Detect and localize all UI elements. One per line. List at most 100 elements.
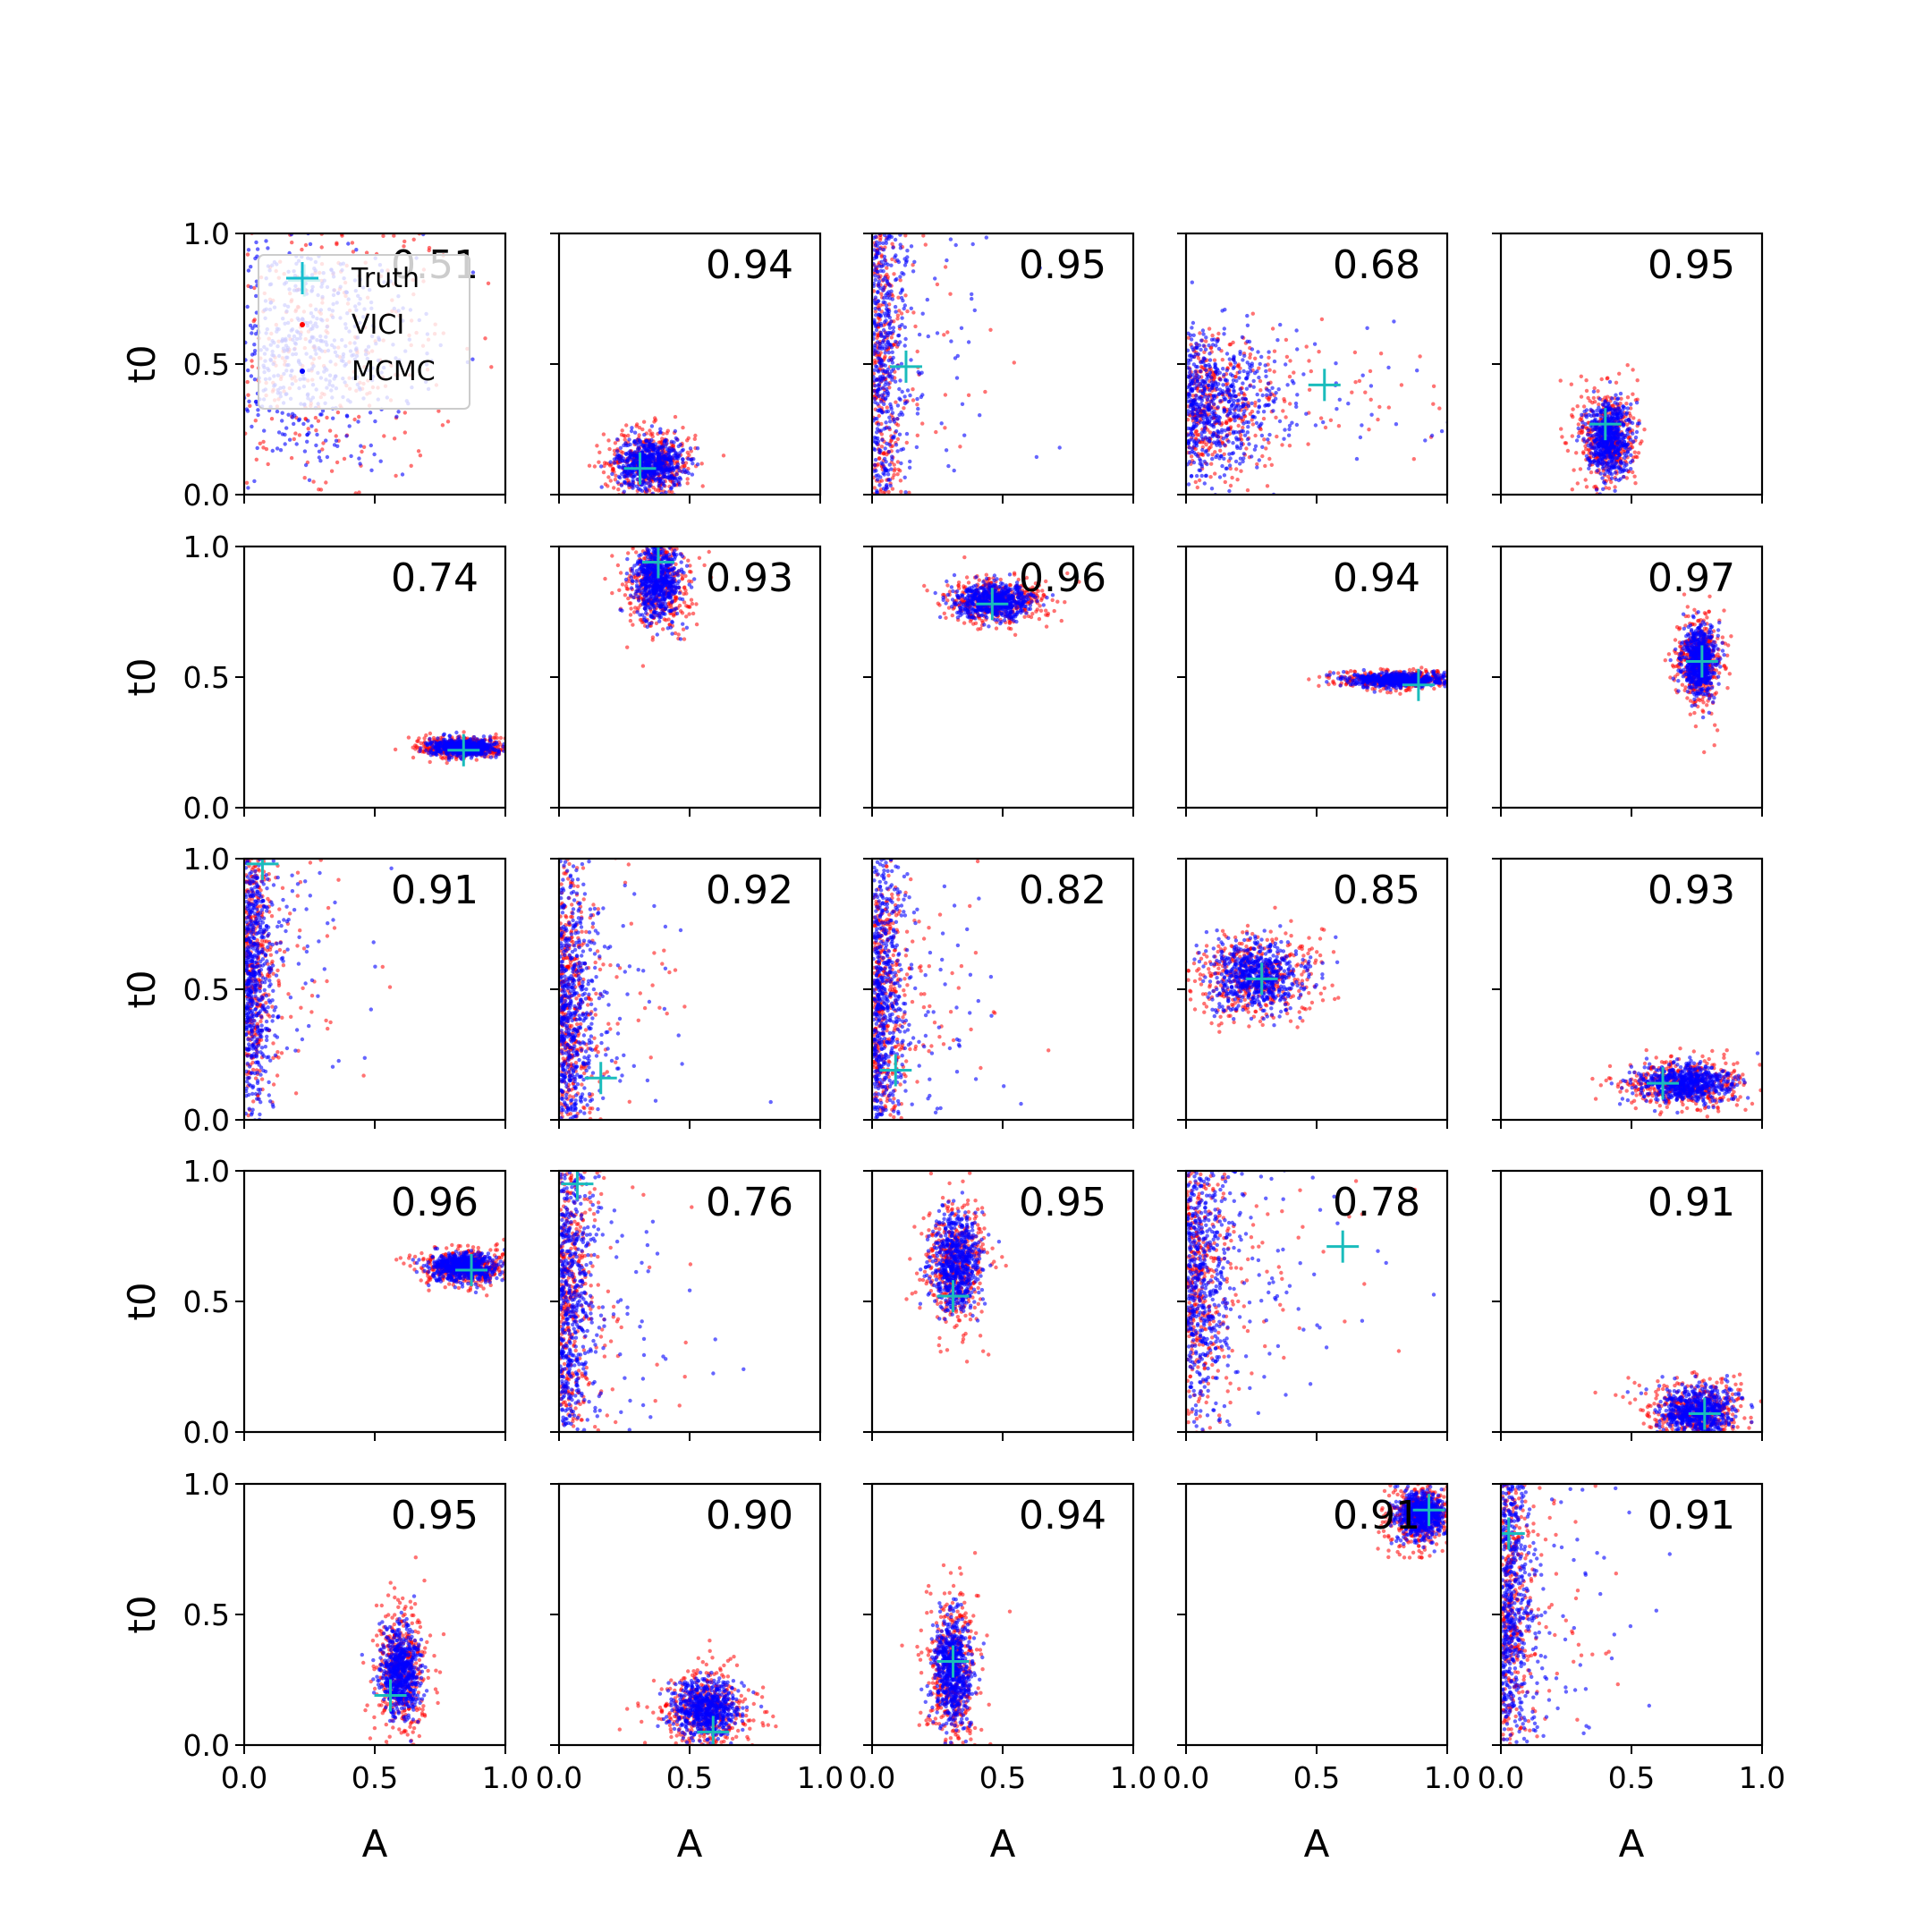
mcmc-sample-point (889, 331, 894, 335)
mcmc-sample-point (873, 457, 878, 462)
mcmc-sample-point (1263, 363, 1267, 368)
mcmc-sample-point (1201, 416, 1206, 421)
vici-sample-point (620, 428, 624, 433)
vici-sample-point (1636, 451, 1641, 455)
mcmc-sample-point (900, 412, 905, 417)
mcmc-sample-point (1415, 369, 1419, 373)
mcmc-sample-point (677, 469, 682, 473)
vici-sample-point (1253, 403, 1258, 408)
vici-sample-point (329, 469, 335, 473)
mcmc-sample-point (880, 411, 885, 415)
vici-sample-point (624, 423, 629, 428)
vici-sample-point (877, 456, 882, 461)
mcmc-sample-point (691, 457, 696, 462)
vici-sample-point (879, 292, 884, 296)
vici-sample-point (360, 449, 364, 454)
mcmc-sample-point (294, 442, 299, 446)
mcmc-sample-point (1225, 387, 1230, 393)
vici-sample-point (1261, 416, 1267, 421)
mcmc-sample-point (884, 420, 888, 425)
vici-sample-point (682, 464, 687, 469)
mcmc-sample-point (881, 277, 886, 282)
scatter-points (1558, 363, 1647, 495)
mcmc-sample-point (1231, 441, 1235, 445)
mcmc-sample-point (1233, 360, 1238, 365)
mcmc-sample-point (891, 326, 896, 330)
mcmc-sample-point (1304, 411, 1309, 416)
vici-sample-point (886, 489, 891, 495)
vici-sample-point (613, 478, 618, 482)
mcmc-sample-point (873, 343, 877, 348)
mcmc-sample-point (898, 275, 902, 279)
mcmc-sample-point (894, 309, 898, 314)
vici-sample-point (1570, 487, 1575, 492)
mcmc-sample-point (954, 376, 960, 380)
mcmc-sample-point (245, 409, 250, 413)
vici-sample-point (1570, 434, 1575, 438)
mcmc-sample-point (876, 290, 880, 294)
vici-sample-point (610, 469, 614, 473)
vici-sample-point (692, 436, 697, 441)
mcmc-sample-point (874, 327, 879, 333)
mcmc-sample-point (1274, 391, 1278, 395)
mcmc-sample-point (1190, 437, 1194, 442)
vici-sample-point (877, 413, 881, 419)
vici-sample-point (626, 433, 631, 438)
mcmc-sample-point (249, 374, 254, 378)
vici-sample-point (648, 428, 652, 433)
mcmc-sample-point (1190, 354, 1195, 360)
y-tick-label: 0.5 (183, 347, 230, 382)
mcmc-sample-point (280, 432, 285, 436)
vici-sample-point (1399, 383, 1404, 387)
mcmc-sample-point (1191, 450, 1197, 455)
mcmc-sample-point (1195, 453, 1200, 458)
mcmc-sample-point (915, 396, 919, 402)
mcmc-sample-point (284, 426, 289, 430)
vici-sample-point (1631, 368, 1635, 372)
mcmc-sample-point (1205, 377, 1209, 381)
mcmc-sample-point (1201, 428, 1206, 433)
vici-sample-point (1336, 424, 1342, 428)
mcmc-sample-point (884, 241, 888, 245)
vici-sample-point (1635, 378, 1640, 383)
vici-sample-point (1575, 404, 1580, 409)
mcmc-sample-point (892, 417, 896, 421)
mcmc-sample-point (877, 307, 882, 312)
mcmc-sample-point (944, 448, 949, 453)
mcmc-sample-point (972, 308, 978, 313)
mcmc-sample-point (1223, 443, 1227, 447)
mcmc-sample-point (625, 458, 630, 462)
mcmc-sample-point (1249, 369, 1253, 374)
mcmc-sample-point (617, 475, 623, 480)
mcmc-sample-point (1634, 429, 1640, 435)
mcmc-sample-point (899, 295, 904, 301)
mcmc-sample-point (984, 235, 989, 240)
vici-sample-point (1199, 452, 1205, 456)
vici-sample-point (895, 423, 901, 428)
vici-sample-point (1241, 425, 1245, 430)
vici-sample-point (1377, 404, 1382, 410)
vici-sample-point (252, 285, 257, 291)
mcmc-sample-point (1241, 421, 1246, 426)
mcmc-sample-point (1214, 416, 1218, 420)
mcmc-sample-point (1238, 456, 1243, 461)
mcmc-sample-point (1199, 347, 1203, 352)
vici-sample-point (300, 247, 304, 252)
mcmc-sample-point (1226, 427, 1231, 432)
mcmc-sample-point (1219, 453, 1224, 458)
mcmc-sample-point (1228, 398, 1233, 402)
mcmc-sample-point (959, 326, 964, 330)
mcmc-sample-point (1220, 428, 1224, 432)
vici-sample-point (297, 433, 302, 437)
mcmc-sample-point (1241, 404, 1245, 409)
vici-sample-point (592, 464, 597, 469)
mcmc-sample-point (667, 476, 672, 481)
vici-sample-point (652, 419, 657, 424)
mcmc-sample-point (1229, 403, 1234, 409)
mcmc-sample-point (659, 486, 664, 491)
vici-sample-point (988, 327, 993, 332)
vici-sample-point (1195, 485, 1200, 490)
vici-sample-point (903, 233, 908, 238)
mcmc-sample-point (893, 255, 897, 259)
mcmc-sample-point (882, 402, 886, 406)
